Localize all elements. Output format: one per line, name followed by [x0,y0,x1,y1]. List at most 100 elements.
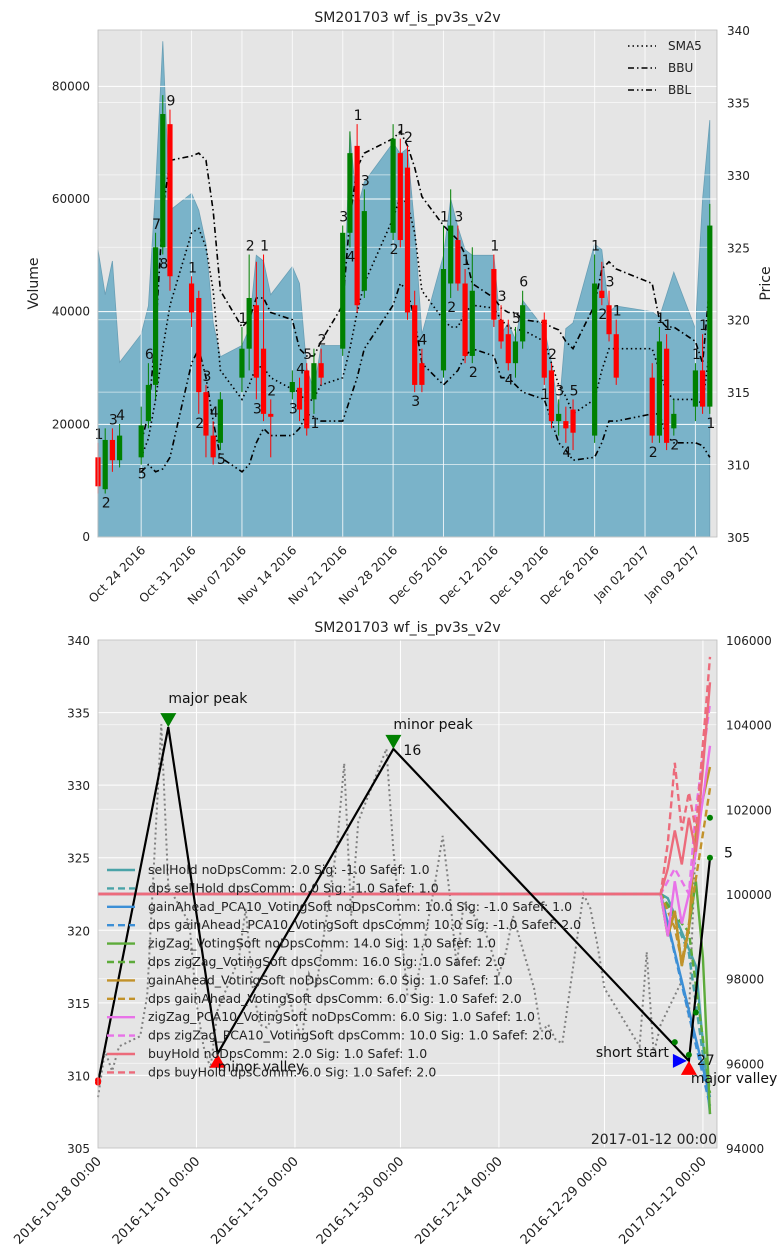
candle: 3 [411,290,420,410]
candle-body [361,211,367,291]
candle-body [563,421,569,429]
candle-body [664,348,670,443]
candle: 1 [699,318,708,414]
candle: 3 [289,370,298,417]
candle: 1 [613,304,622,385]
candle: 3 [498,289,507,349]
bottom-xtick: 2016-11-30 00:00 [314,1154,407,1247]
candle: 2 [548,347,557,429]
candle: 2 [246,239,255,371]
top-ytick-right: 330 [727,169,750,183]
candle: 4 [418,333,427,393]
candle-body [188,283,195,313]
top-ylabel-right: Price [758,266,774,300]
candle-label: 3 [606,275,615,291]
candle-body [599,290,605,298]
candle: 1 [541,312,550,403]
annotation-label: 16 [403,743,421,759]
close-price-line [97,724,697,1098]
candle-label: 2 [318,333,327,349]
candle-label: 3 [253,401,262,417]
candle: 9 [167,94,175,291]
candle-label: 3 [498,289,507,305]
candle-label: 2 [598,307,607,323]
legend-label: BBU [668,61,693,75]
top-chart-title: SM201703 wf_is_pv3s_v2v [314,10,500,26]
candle-label: 1 [591,239,600,255]
candle-label: 2 [548,347,557,363]
candle-label: 3 [454,210,463,226]
top-ytick-right: 310 [727,459,750,473]
bottom-ytick-right: 94000 [726,1142,764,1156]
candle: 3 [606,275,615,342]
candle: 5 [217,392,226,468]
candle-label: 1 [706,416,715,432]
candle-label: 3 [109,412,118,428]
bottom-chart: major peak minor valley minor peak 16 short … [11,620,777,1248]
candle-body [318,363,324,378]
candle-body [354,145,360,306]
signal-dot [685,1051,692,1058]
candle-label: 1 [663,318,672,334]
candle: 5 [570,383,579,451]
candle: 6 [145,347,154,429]
top-ytick: 80000 [52,79,90,93]
legend-label: SMA5 [668,39,702,53]
candle-label: 1 [260,239,269,255]
bbu-line [140,130,711,443]
candle: 1 [692,347,701,422]
bottom-ytick: 310 [67,1069,90,1083]
candle-label: 1 [541,387,550,403]
bottom-ytick: 305 [67,1142,90,1156]
candle-body [203,392,209,436]
top-ytick-right: 305 [727,531,750,545]
candle: 1 [440,210,449,378]
annotation-label: minor valley [218,1060,305,1076]
candle-label: 3 [555,383,564,399]
legend-label: buyHold noDpsComm: 2.0 Sig: 1.0 Safef: 1… [148,1046,427,1061]
candle-body [448,225,454,284]
candle-label: 3 [339,210,348,226]
top-ytick-right: 320 [727,314,750,328]
candle: 2 [267,383,276,458]
candle-label: 6 [145,347,154,363]
candle-label: 4 [562,445,571,461]
legend-label: dps gainAhead_VotingSoft dpsComm: 6.0 Si… [148,991,522,1006]
candle: 1 [260,239,269,422]
bottom-ytick: 340 [67,634,90,648]
bottom-frame [97,639,718,1149]
candle: 4 [296,362,305,422]
candle: 2 [649,363,658,461]
candle-body [311,363,317,400]
candle-label: 1 [238,311,247,327]
candle-body [289,382,295,393]
candle-label: 2 [267,383,276,399]
candle-label: 2 [195,416,204,432]
candle-body [548,370,555,422]
candle-label: 6 [519,275,528,291]
candle-body [613,334,619,378]
candle: 1 [706,203,715,432]
candle: 1 [591,239,600,443]
candle-body [340,232,346,349]
candle-body [541,319,547,378]
candle-body [440,269,447,371]
candle-label: 5 [512,311,521,327]
candle: 7 [152,217,161,400]
candle-label: 5 [570,383,579,399]
candle-body [512,341,519,364]
top-ytick: 20000 [52,417,90,431]
top-ytick-right: 335 [727,96,750,110]
top-ytick: 40000 [52,305,90,319]
candle-label: 1 [310,416,319,432]
major-valley-marker [680,1060,697,1075]
legend-label: dps gainAhead_PCA10_VotingSoft dpsComm: … [148,917,581,932]
candle-body [347,153,353,233]
candle-label: 7 [152,217,161,233]
bottom-ytick: 330 [67,779,90,793]
candle: 2 [469,247,478,381]
top-frame [97,29,718,538]
candle-body [404,167,411,313]
candle-label: 1 [397,123,406,139]
